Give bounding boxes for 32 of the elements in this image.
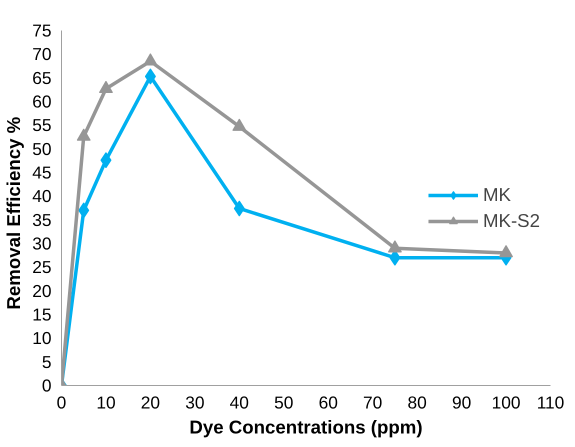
y-tick-label: 60 [32, 92, 52, 112]
y-tick-label: 45 [32, 162, 52, 182]
legend-label: MK [482, 184, 511, 206]
y-tick-label: 70 [32, 44, 52, 64]
y-tick-label: 20 [32, 280, 52, 301]
y-tick-label: 25 [32, 257, 52, 278]
legend-label: MK-S2 [482, 210, 540, 232]
y-axis-title: Removal Efficiency % [3, 116, 24, 310]
y-tick-label: 30 [32, 234, 52, 254]
y-tick-label: 15 [32, 304, 52, 324]
x-tick-label: 70 [363, 392, 382, 412]
y-tick-label: 10 [32, 328, 52, 348]
x-tick-label: 20 [140, 392, 160, 412]
x-tick-label: 80 [408, 392, 427, 412]
x-tick-label: 40 [230, 392, 249, 412]
y-tick-label: 35 [32, 210, 52, 230]
x-tick-label: 90 [452, 392, 472, 412]
y-tick-label: 55 [32, 115, 52, 136]
x-tick-label: 110 [536, 392, 564, 412]
y-tick-label: 65 [32, 68, 52, 88]
y-tick-label: 75 [32, 20, 52, 40]
x-tick-label: 30 [185, 392, 205, 412]
x-tick-label: 0 [56, 392, 66, 412]
x-tick-label: 10 [96, 392, 116, 412]
x-tick-label: 60 [318, 392, 338, 412]
y-tick-label: 40 [32, 186, 52, 206]
y-tick-label: 5 [42, 352, 52, 372]
x-axis-title: Dye Concentrations (ppm) [189, 416, 423, 438]
y-tick-label: 0 [42, 376, 52, 396]
x-tick-label: 50 [274, 392, 294, 412]
x-tick-label: 100 [492, 392, 521, 412]
y-tick-label: 50 [32, 138, 52, 159]
